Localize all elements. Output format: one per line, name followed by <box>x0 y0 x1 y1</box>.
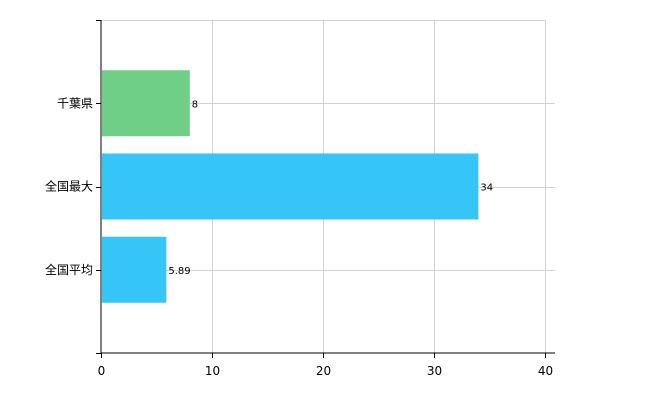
category-label: 全国最大 <box>45 179 93 194</box>
x-tick-label: 30 <box>427 364 442 378</box>
category-label: 千葉県 <box>57 96 93 110</box>
y-ticks <box>96 20 101 354</box>
data-label: 5.89 <box>168 266 190 277</box>
x-tick-label: 40 <box>538 364 553 378</box>
category-label: 全国平均 <box>45 262 93 277</box>
bar <box>102 70 190 137</box>
axes <box>100 20 555 354</box>
x-tick-label: 0 <box>98 364 106 378</box>
bar <box>102 236 167 303</box>
bar <box>102 153 479 220</box>
x-tick-label: 10 <box>205 364 220 378</box>
bars <box>102 70 479 303</box>
x-ticks <box>101 353 546 358</box>
x-tick-labels: 0 10 20 30 40 <box>98 364 553 378</box>
data-label: 34 <box>480 183 493 194</box>
x-tick-label: 20 <box>316 364 331 378</box>
data-label: 8 <box>192 99 198 110</box>
data-labels: 8 34 5.89 <box>168 99 493 277</box>
